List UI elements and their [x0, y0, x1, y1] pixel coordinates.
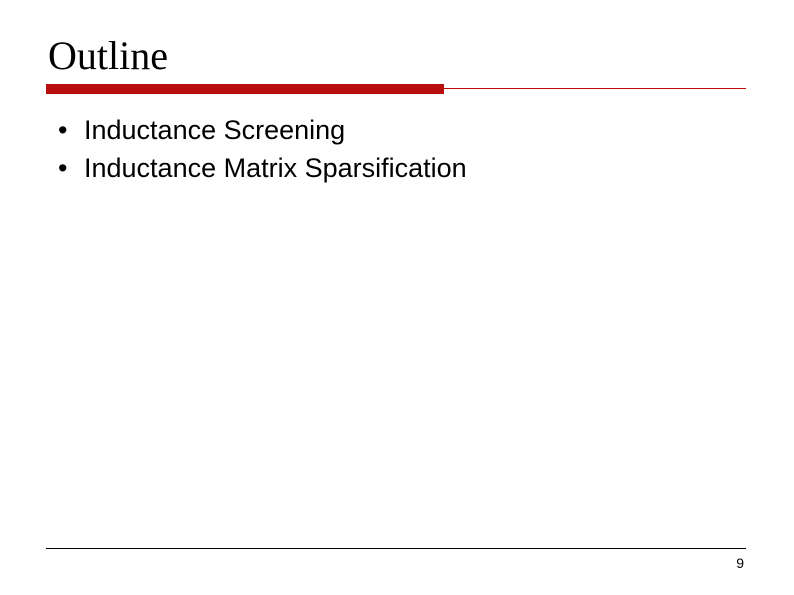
bullet-item: Inductance Screening — [58, 114, 467, 148]
title-underline-thick — [46, 84, 444, 94]
page-number: 9 — [736, 555, 744, 571]
bullet-list: Inductance Screening Inductance Matrix S… — [58, 114, 467, 190]
footer-line — [46, 548, 746, 549]
slide-title: Outline — [48, 32, 168, 79]
bullet-item: Inductance Matrix Sparsification — [58, 152, 467, 186]
slide: Outline Inductance Screening Inductance … — [0, 0, 794, 595]
